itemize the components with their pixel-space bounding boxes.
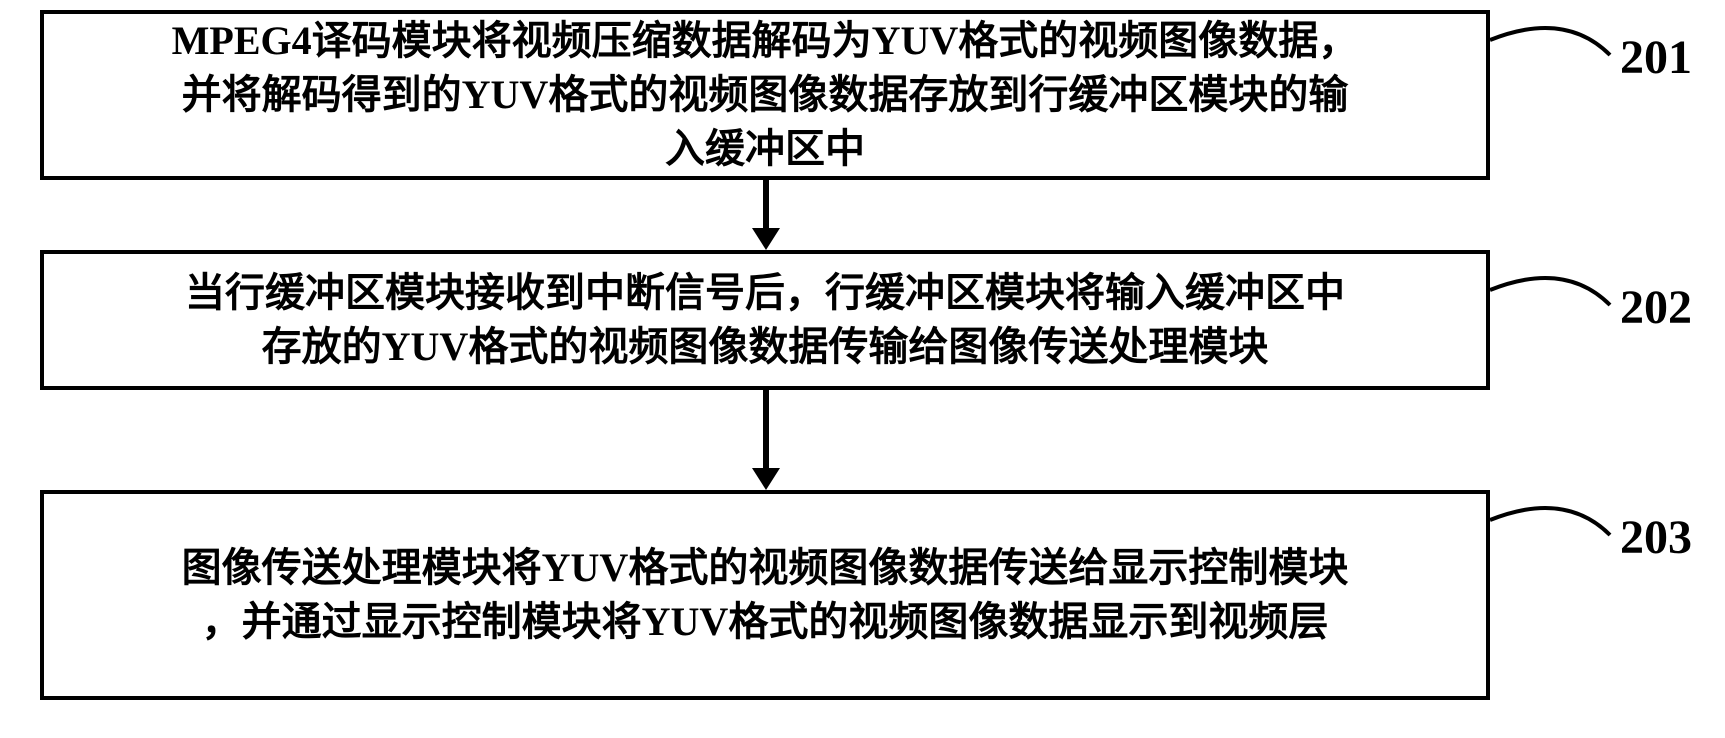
callout-202	[1485, 255, 1615, 310]
connector-line-2	[763, 390, 769, 468]
callout-203	[1485, 485, 1615, 540]
callout-201	[1485, 5, 1615, 60]
step-box-203: 图像传送处理模块将YUV格式的视频图像数据传送给显示控制模块 ，并通过显示控制模…	[40, 490, 1490, 700]
step-text-202: 当行缓冲区模块接收到中断信号后，行缓冲区模块将输入缓冲区中 存放的YUV格式的视…	[185, 266, 1345, 374]
step-text-203: 图像传送处理模块将YUV格式的视频图像数据传送给显示控制模块 ，并通过显示控制模…	[182, 541, 1349, 649]
flowchart-canvas: MPEG4译码模块将视频压缩数据解码为YUV格式的视频图像数据， 并将解码得到的…	[0, 0, 1725, 738]
step-label-202: 202	[1620, 280, 1692, 335]
callout-path	[1490, 508, 1610, 535]
callout-curve-icon	[1485, 5, 1615, 60]
step-text-201: MPEG4译码模块将视频压缩数据解码为YUV格式的视频图像数据， 并将解码得到的…	[172, 14, 1359, 176]
callout-curve-icon	[1485, 255, 1615, 310]
arrowhead-icon	[752, 468, 780, 490]
connector-line-1	[763, 180, 769, 228]
callout-path	[1490, 28, 1610, 55]
callout-path	[1490, 278, 1610, 305]
step-box-201: MPEG4译码模块将视频压缩数据解码为YUV格式的视频图像数据， 并将解码得到的…	[40, 10, 1490, 180]
arrowhead-icon	[752, 228, 780, 250]
step-label-201: 201	[1620, 30, 1692, 85]
step-label-203: 203	[1620, 510, 1692, 565]
step-box-202: 当行缓冲区模块接收到中断信号后，行缓冲区模块将输入缓冲区中 存放的YUV格式的视…	[40, 250, 1490, 390]
callout-curve-icon	[1485, 485, 1615, 540]
